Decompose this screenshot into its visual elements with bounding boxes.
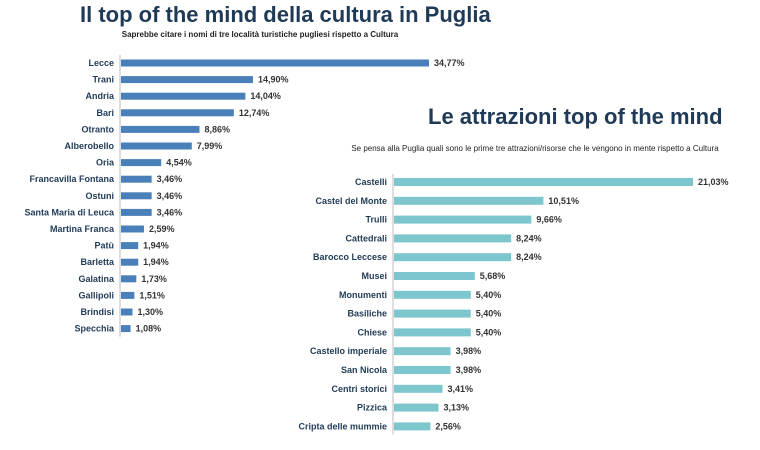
category-label: Barletta	[80, 257, 115, 267]
bar-castelli	[394, 178, 693, 186]
bar-specchia	[121, 325, 131, 333]
category-label: Barocco Leccese	[313, 252, 387, 262]
bar-basiliche	[394, 309, 471, 318]
category-label: Oria	[96, 158, 115, 168]
value-label: 7,99%	[197, 141, 223, 151]
value-label: 5,40%	[476, 327, 502, 337]
bar-monumenti	[394, 290, 471, 299]
bar-patù	[121, 242, 139, 250]
value-label: 3,13%	[444, 403, 470, 413]
bar-andria	[121, 92, 246, 100]
category-label: Andria	[85, 91, 114, 101]
bar-cattedrali	[394, 234, 512, 243]
category-label: Brindisi	[80, 307, 114, 317]
value-label: 34,77%	[434, 58, 465, 68]
left-chart-subtitle: Saprebbe citare i nomi di tre località t…	[121, 30, 399, 39]
bar-santa-maria-di-leuca	[121, 208, 152, 216]
category-label: Ostuni	[86, 191, 115, 201]
category-label: San Nicola	[341, 365, 388, 375]
value-label: 1,73%	[141, 274, 167, 284]
value-label: 1,08%	[136, 324, 162, 334]
value-label: 5,68%	[480, 271, 506, 281]
category-label: Martina Franca	[50, 224, 115, 234]
bar-pizzica	[394, 403, 439, 412]
bar-chiese	[394, 328, 471, 337]
value-label: 14,04%	[250, 91, 281, 101]
category-label: Otranto	[82, 124, 115, 134]
category-label: Musei	[361, 271, 387, 281]
category-label: Castel del Monte	[315, 196, 387, 206]
bar-alberobello	[121, 142, 192, 150]
bar-castel-del-monte	[394, 196, 544, 205]
value-label: 2,59%	[149, 224, 175, 234]
value-label: 1,30%	[138, 307, 164, 317]
category-label: Lecce	[88, 58, 114, 68]
value-label: 2,56%	[435, 421, 461, 431]
value-label: 3,98%	[456, 365, 482, 375]
value-label: 3,46%	[157, 191, 183, 201]
bar-ostuni	[121, 192, 152, 200]
value-label: 3,46%	[157, 174, 183, 184]
bar-brindisi	[121, 308, 133, 316]
right-chart-subtitle: Se pensa alla Puglia quali sono le prime…	[351, 144, 719, 153]
bar-oria	[121, 159, 162, 167]
bar-gallipoli	[121, 291, 135, 299]
category-label: Basiliche	[347, 309, 387, 319]
value-label: 1,94%	[143, 257, 169, 267]
value-label: 9,66%	[536, 215, 562, 225]
bar-galatina	[121, 275, 137, 283]
value-label: 5,40%	[476, 290, 502, 300]
category-label: Castelli	[355, 177, 387, 187]
category-label: Gallipoli	[78, 290, 114, 300]
bar-francavilla-fontana	[121, 175, 152, 183]
value-label: 1,94%	[143, 241, 169, 251]
bar-trani	[121, 76, 253, 84]
value-label: 12,74%	[239, 108, 270, 118]
category-label: Centri storici	[331, 384, 387, 394]
bar-lecce	[121, 59, 429, 67]
category-label: Patù	[94, 241, 114, 251]
right-chart-title: Le attrazioni top of the mind	[428, 104, 723, 129]
category-label: Bari	[96, 108, 114, 118]
value-label: 5,40%	[476, 309, 502, 319]
category-label: Trulli	[365, 215, 387, 225]
category-label: Monumenti	[339, 290, 387, 300]
value-label: 8,86%	[204, 124, 230, 134]
category-label: Alberobello	[64, 141, 114, 151]
category-label: Galatina	[78, 274, 115, 284]
bar-cripta-delle-mummie	[394, 422, 431, 431]
category-label: Chiese	[357, 327, 387, 337]
category-label: Cripta delle mummie	[298, 421, 387, 431]
left-chart-title: Il top of the mind della cultura in Pugl…	[80, 2, 491, 27]
category-label: Cattedrali	[345, 233, 387, 243]
bar-otranto	[121, 125, 200, 133]
bar-trulli	[394, 215, 532, 224]
bar-musei	[394, 272, 475, 280]
value-label: 3,46%	[157, 207, 183, 217]
value-label: 14,90%	[258, 75, 289, 85]
bar-martina-franca	[121, 225, 144, 233]
category-label: Santa Maria di Leuca	[24, 207, 115, 217]
value-label: 21,03%	[698, 177, 729, 187]
value-label: 8,24%	[516, 252, 542, 262]
value-label: 4,54%	[166, 158, 192, 168]
bar-castello-imperiale	[394, 347, 451, 356]
category-label: Trani	[92, 75, 114, 85]
bar-barletta	[121, 258, 139, 266]
category-label: Specchia	[74, 324, 115, 334]
category-label: Francavilla Fontana	[29, 174, 115, 184]
category-label: Pizzica	[357, 403, 388, 413]
value-label: 3,98%	[456, 346, 482, 356]
value-label: 8,24%	[516, 233, 542, 243]
bar-san-nicola	[394, 366, 451, 374]
category-label: Castello imperiale	[310, 346, 387, 356]
bar-bari	[121, 109, 234, 117]
bar-centri-storici	[394, 384, 443, 393]
value-label: 1,51%	[139, 290, 165, 300]
value-label: 3,41%	[447, 384, 473, 394]
bar-barocco-leccese	[394, 253, 512, 262]
value-label: 10,51%	[548, 196, 579, 206]
